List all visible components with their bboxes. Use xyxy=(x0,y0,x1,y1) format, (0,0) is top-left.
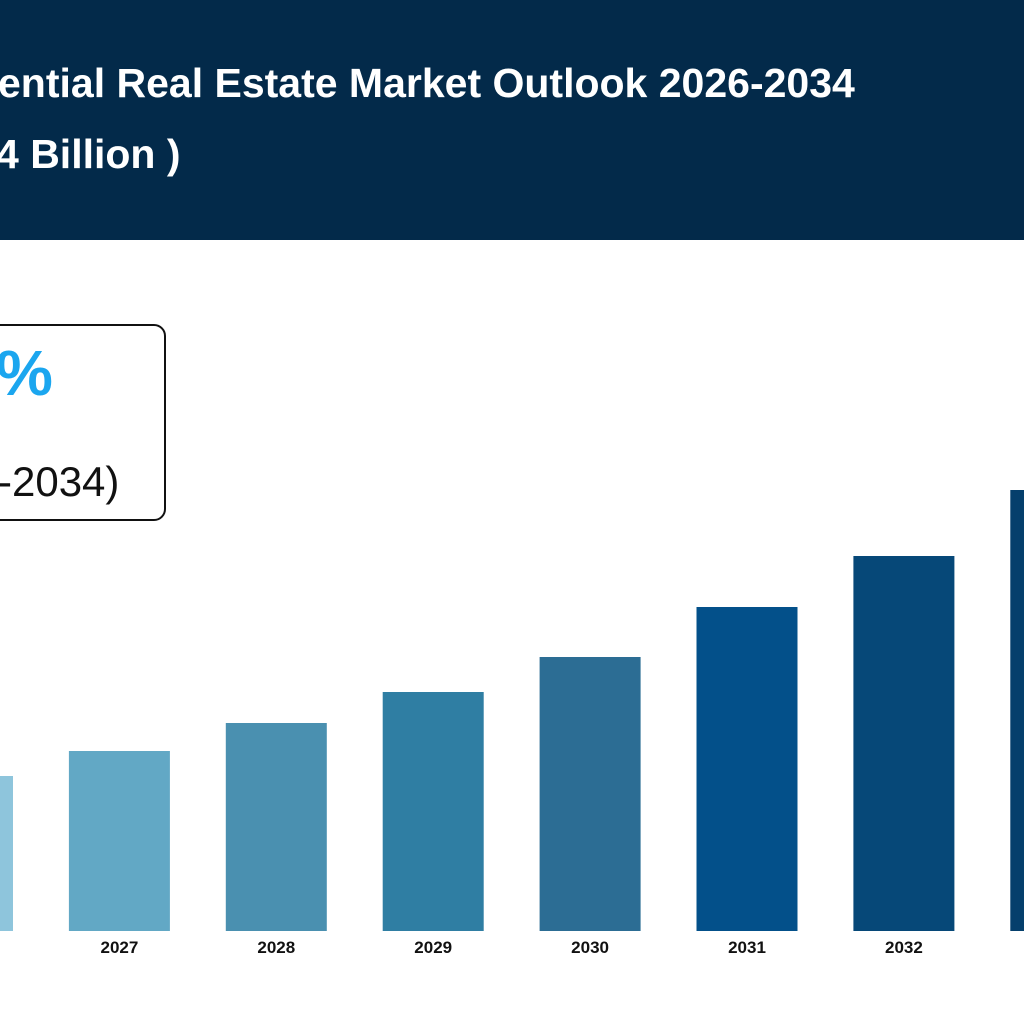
x-tick-label: 2031 xyxy=(728,938,766,957)
bar-2030 xyxy=(539,657,641,931)
cagr-period: -2034) xyxy=(0,458,120,505)
bar-2028 xyxy=(225,723,327,931)
x-tick-label: 2028 xyxy=(257,938,295,957)
bar-2026 xyxy=(0,776,13,931)
bar-2031 xyxy=(696,607,798,931)
chart-title-line2: 4 Billion ) xyxy=(0,131,181,177)
bar-2032 xyxy=(853,556,955,931)
bar-2027 xyxy=(68,751,170,931)
cagr-value: % xyxy=(0,337,53,409)
cagr-box xyxy=(0,324,166,521)
x-tick-label: 2032 xyxy=(885,938,923,957)
x-tick-label: 2029 xyxy=(414,938,452,957)
bar-2029 xyxy=(382,692,484,931)
chart-title-line1: ential Real Estate Market Outlook 2026-2… xyxy=(0,60,855,106)
header-banner: ential Real Estate Market Outlook 2026-2… xyxy=(0,0,1024,240)
x-tick-label: 2027 xyxy=(100,938,138,957)
bar-2033 xyxy=(1010,490,1024,931)
x-tick-label: 2030 xyxy=(571,938,609,957)
